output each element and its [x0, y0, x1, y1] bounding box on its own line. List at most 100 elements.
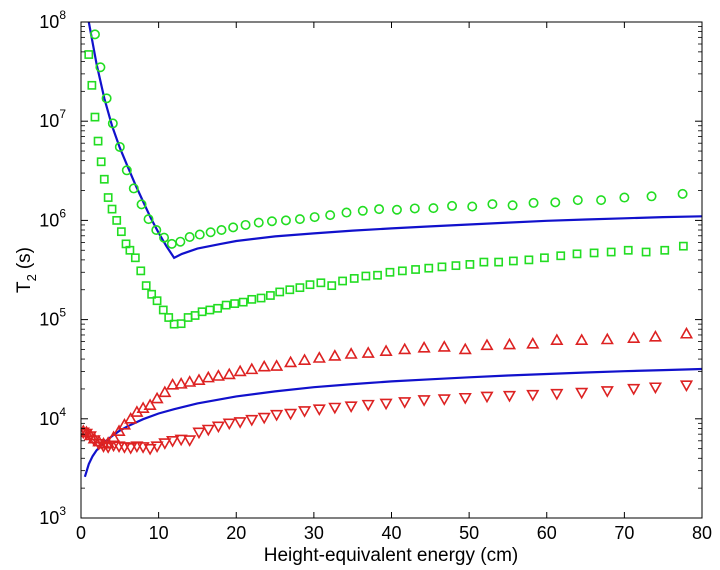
data-point-triangle-up	[458, 342, 472, 355]
data-point-square	[524, 255, 534, 265]
data-point-triangle-up	[379, 344, 393, 357]
data-point-triangle-down	[92, 438, 106, 451]
data-point-triangle-up	[526, 336, 540, 349]
data-point-square	[540, 253, 549, 263]
data-point-triangle-down	[143, 443, 157, 456]
data-point-circle	[240, 219, 251, 230]
data-point-circle	[325, 210, 336, 221]
data-point-triangle-down	[550, 388, 564, 401]
data-point-circle	[409, 203, 420, 214]
data-point-circle	[374, 204, 385, 215]
data-point-circle	[101, 93, 112, 104]
data-point-triangle-down	[417, 395, 431, 407]
data-point-triangle-up	[117, 417, 132, 430]
data-point-circle	[114, 141, 125, 152]
data-point-triangle-up	[124, 411, 138, 424]
data-point-square	[305, 280, 315, 290]
data-point-square	[623, 245, 633, 255]
data-point-triangle-down	[627, 383, 641, 396]
data-point-circle	[128, 183, 139, 194]
data-point-square	[316, 278, 326, 288]
y-axis-label: T2 (s)	[14, 247, 39, 293]
green-circles-series	[89, 29, 688, 249]
y-axis-label-main: T	[14, 281, 35, 293]
data-point-triangle-down	[480, 391, 494, 404]
data-point-circle	[309, 212, 320, 223]
data-point-circle	[151, 225, 162, 236]
data-point-triangle-up	[361, 346, 375, 358]
x-tick-label: 60	[537, 523, 557, 543]
data-point-circle	[184, 232, 195, 243]
data-point-triangle-down	[222, 418, 236, 431]
x-tick-label: 50	[459, 523, 479, 543]
y-tick-label: 103	[39, 504, 66, 528]
data-point-square	[606, 247, 616, 257]
data-point-circle	[136, 199, 147, 210]
data-point-square	[266, 291, 275, 300]
data-point-square	[176, 319, 186, 329]
data-point-triangle-up	[284, 355, 298, 368]
data-point-circle	[487, 199, 498, 210]
data-point-square	[87, 80, 97, 90]
data-point-triangle-up	[81, 424, 90, 436]
data-point-triangle-up	[575, 333, 589, 345]
data-point-square	[424, 263, 434, 273]
data-point-square	[141, 281, 151, 291]
data-point-square	[152, 296, 162, 306]
data-point-square	[221, 300, 231, 310]
data-point-triangle-up	[211, 369, 225, 381]
data-point-triangle-up	[245, 362, 259, 375]
data-point-square	[96, 157, 106, 167]
data-point-circle	[175, 236, 186, 247]
data-point-triangle-down	[328, 402, 342, 415]
data-point-square	[103, 193, 113, 202]
y-tick-label: 107	[39, 107, 66, 131]
axes: 0 10 20 30 40 50 60 70 80 103 104 105 106 107 108	[39, 8, 712, 543]
data-point-triangle-down	[101, 442, 115, 454]
data-point-circle	[507, 200, 518, 211]
data-point-triangle-down	[192, 427, 206, 440]
data-point-triangle-up	[297, 353, 312, 365]
data-point-circle	[89, 29, 100, 40]
data-point-triangle-up	[417, 340, 431, 353]
data-point-circle	[550, 197, 561, 208]
data-point-triangle-down	[502, 390, 517, 403]
data-point-square	[93, 136, 103, 146]
data-point-triangle-down	[679, 380, 694, 393]
data-point-triangle-down	[183, 435, 197, 447]
data-point-square	[230, 299, 240, 308]
data-point-circle	[266, 216, 277, 227]
y-axis-label-unit: (s)	[14, 247, 35, 269]
data-point-triangle-down	[458, 392, 472, 405]
data-point-triangle-down	[201, 424, 215, 437]
data-point-square	[158, 305, 168, 315]
data-point-circle	[619, 192, 630, 203]
upper-blue-curve	[87, 22, 702, 260]
data-point-triangle-up	[550, 333, 564, 345]
data-point-triangle-down	[648, 382, 662, 395]
data-point-circle	[95, 62, 106, 73]
data-point-square	[164, 313, 174, 322]
data-point-triangle-up	[398, 342, 412, 355]
data-point-square	[508, 256, 518, 266]
data-point-triangle-up	[222, 367, 236, 380]
data-point-circle	[159, 232, 170, 243]
x-tick-label: 70	[614, 523, 634, 543]
data-point-triangle-down	[166, 436, 180, 448]
data-point-triangle-up	[679, 326, 694, 339]
markers-layer	[81, 29, 694, 456]
data-point-triangle-down	[211, 421, 225, 434]
red-triangles-down-series	[81, 380, 694, 456]
data-point-triangle-up	[143, 398, 157, 411]
data-point-triangle-down	[233, 417, 247, 429]
data-point-triangle-up	[158, 385, 172, 398]
x-tick-label: 30	[304, 523, 324, 543]
data-point-square	[125, 245, 135, 255]
data-point-triangle-up	[344, 347, 358, 359]
data-point-square	[397, 266, 407, 276]
data-point-square	[238, 297, 248, 307]
data-point-square	[213, 303, 223, 313]
data-point-triangle-up	[328, 349, 342, 361]
data-point-triangle-up	[502, 337, 517, 350]
